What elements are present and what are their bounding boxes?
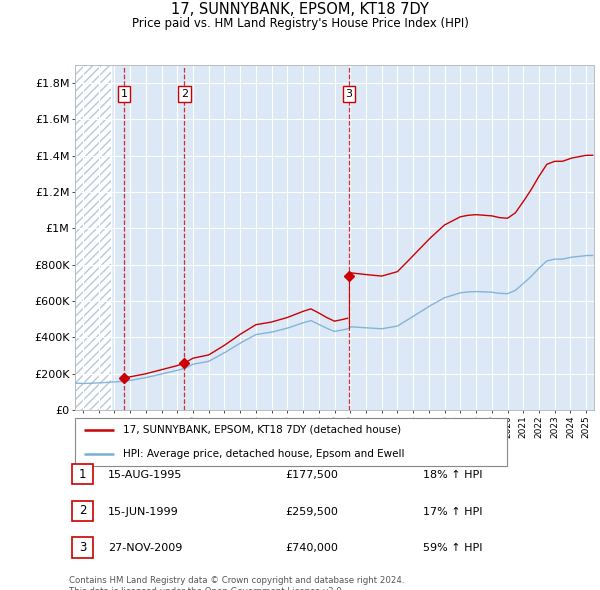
Text: HPI: Average price, detached house, Epsom and Ewell: HPI: Average price, detached house, Epso…	[122, 449, 404, 459]
Text: Contains HM Land Registry data © Crown copyright and database right 2024.
This d: Contains HM Land Registry data © Crown c…	[69, 576, 404, 590]
Text: 1: 1	[121, 89, 128, 99]
Text: 15-AUG-1995: 15-AUG-1995	[108, 470, 182, 480]
Text: 2: 2	[181, 89, 188, 99]
FancyBboxPatch shape	[75, 418, 507, 466]
FancyBboxPatch shape	[72, 537, 94, 558]
FancyBboxPatch shape	[72, 464, 94, 484]
Text: 3: 3	[79, 541, 86, 554]
FancyBboxPatch shape	[72, 501, 94, 521]
Text: 15-JUN-1999: 15-JUN-1999	[108, 507, 179, 516]
Text: 3: 3	[346, 89, 352, 99]
Text: 1: 1	[79, 468, 86, 481]
Text: 2: 2	[79, 504, 86, 517]
Text: £740,000: £740,000	[285, 543, 338, 553]
Text: 18% ↑ HPI: 18% ↑ HPI	[423, 470, 482, 480]
Bar	[75, 65, 111, 410]
Text: 17% ↑ HPI: 17% ↑ HPI	[423, 507, 482, 516]
Text: £259,500: £259,500	[285, 507, 338, 516]
Text: £177,500: £177,500	[285, 470, 338, 480]
Text: Price paid vs. HM Land Registry's House Price Index (HPI): Price paid vs. HM Land Registry's House …	[131, 17, 469, 30]
Text: 17, SUNNYBANK, EPSOM, KT18 7DY (detached house): 17, SUNNYBANK, EPSOM, KT18 7DY (detached…	[122, 425, 401, 435]
Text: 27-NOV-2009: 27-NOV-2009	[108, 543, 182, 553]
Text: 17, SUNNYBANK, EPSOM, KT18 7DY: 17, SUNNYBANK, EPSOM, KT18 7DY	[171, 2, 429, 17]
Bar	[75, 65, 111, 410]
Text: 59% ↑ HPI: 59% ↑ HPI	[423, 543, 482, 553]
